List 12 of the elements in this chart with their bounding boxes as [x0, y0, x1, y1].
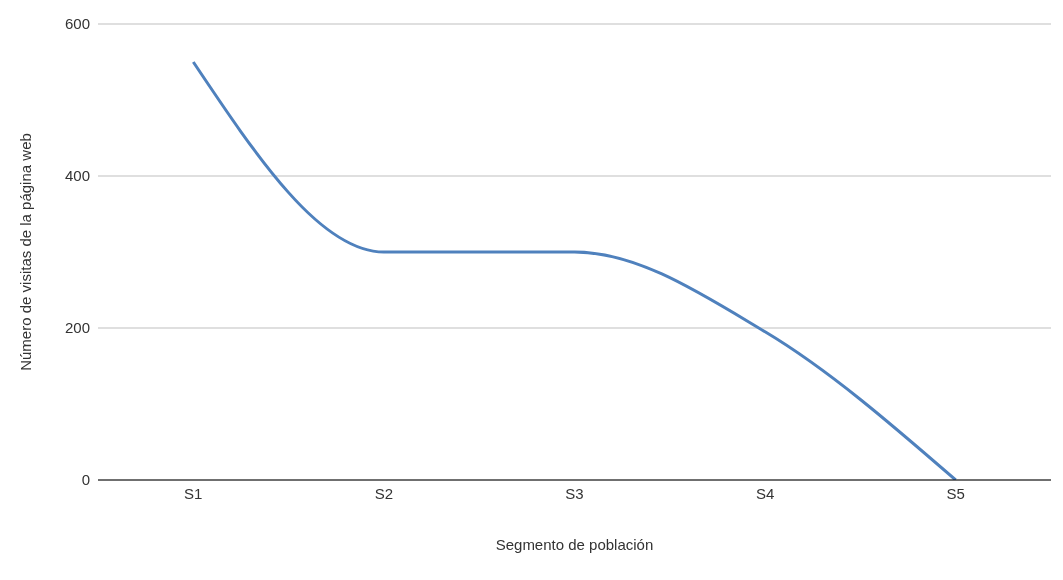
y-tick-label: 400 [64, 167, 90, 185]
x-tick-label: S3 [565, 484, 584, 502]
x-tick-label: S1 [184, 484, 203, 502]
x-tick-label: S4 [755, 484, 775, 502]
x-axis-title: Segmento de población [495, 536, 654, 553]
y-tick-label: 200 [64, 319, 90, 337]
x-tick-label: S2 [374, 484, 394, 502]
y-tick-label: 600 [64, 15, 90, 33]
y-tick-label: 0 [81, 471, 90, 489]
x-tick-label: S5 [946, 484, 965, 502]
y-axis-title: Número de visitas de la página web [17, 133, 35, 371]
line-series [191, 60, 958, 480]
